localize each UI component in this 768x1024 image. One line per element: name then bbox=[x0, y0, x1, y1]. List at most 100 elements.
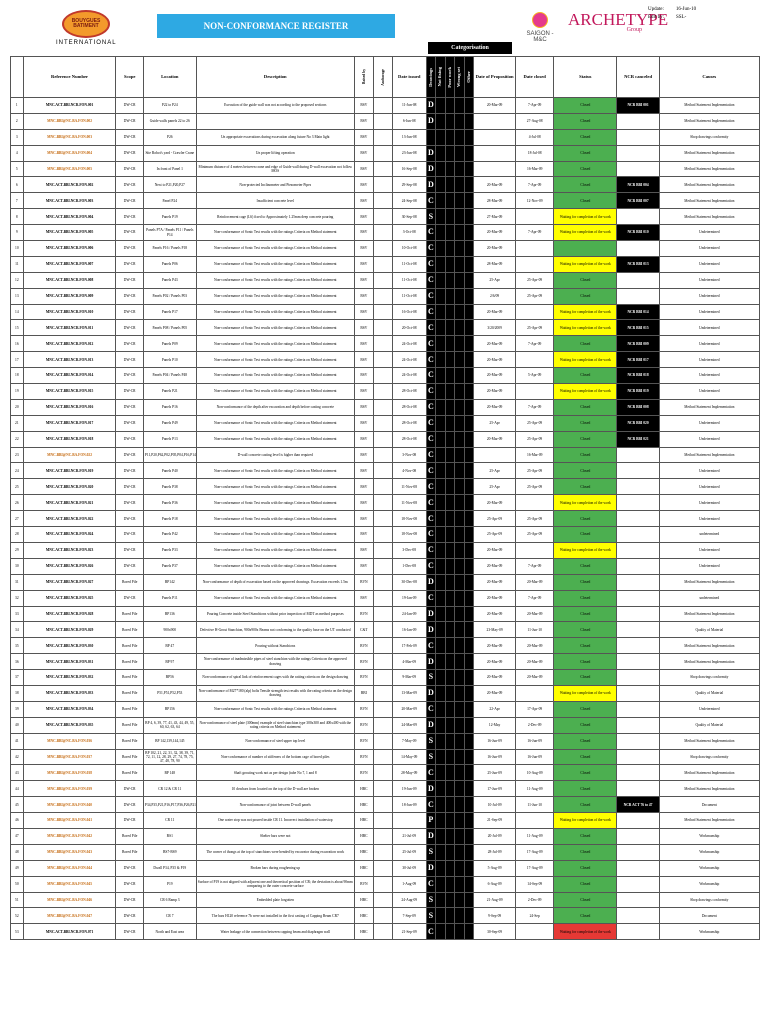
date-closed-cell bbox=[515, 303, 555, 321]
date-proposition-cell: 16-Jun-09 bbox=[473, 748, 517, 766]
row-number: 17 bbox=[10, 351, 24, 369]
table-row[interactable]: 11 MNC.ACT.BBI.NCR.FON.007 DW-CR Panels P06… bbox=[10, 255, 761, 273]
ncr-canceled-cell bbox=[616, 748, 660, 766]
date-closed-cell: 25-Apr-09 bbox=[515, 478, 555, 496]
table-row[interactable]: 27 MNC.ACT.BBI.NCR.FON.022 DW-CR Panels P18… bbox=[10, 510, 761, 528]
date-closed-cell: 25-Apr-09 bbox=[515, 271, 555, 289]
status-cell: Closed bbox=[553, 557, 618, 575]
table-row[interactable]: 52 MNC.BBI@NC.BA.FON.047 DW-CR CR 7 The bars… bbox=[10, 907, 761, 925]
table-row[interactable]: 9 MNC.ACT.BBI.NCR.FON.005 DW-CR Panels P7A … bbox=[10, 224, 761, 242]
date-closed-cell bbox=[515, 494, 555, 512]
raised-by-cell: BSV bbox=[353, 128, 374, 146]
table-row[interactable]: 50 MNC.BBI@NC.BA.FON.045 DW-CR P19 Surface o… bbox=[10, 875, 761, 893]
reference-number: MNC.ACT.BBI.NCR.FON.018 bbox=[22, 430, 117, 448]
table-row[interactable]: 28 MNC.ACT.BBI.NCR.FON.024 DW-CR Panels P42… bbox=[10, 526, 761, 543]
category-cell bbox=[454, 240, 465, 257]
table-row[interactable]: 38 MNC.ACT.BBI.NCR.FON.033 Bored Pile P51,P… bbox=[10, 684, 761, 702]
table-row[interactable]: 35 MNC.ACT.BBI.NCR.FON.030 Bored Pile BP 47… bbox=[10, 637, 761, 655]
date-proposition-cell: 16-Jun-09 bbox=[473, 732, 517, 750]
date-closed-cell: 16-Jun-09 bbox=[515, 732, 555, 750]
table-row[interactable]: 31 MNC.ACT.BBI.NCR.FON.027 Bored Pile BP142… bbox=[10, 573, 761, 591]
category-cell bbox=[435, 621, 446, 639]
table-row[interactable]: 26 MNC.ACT.BBI.NCR.FON.021 DW-CR Panels P36… bbox=[10, 494, 761, 512]
table-row[interactable]: 5 MNC.BBI@NC.BA.FON.005 DW-CR In front of P… bbox=[10, 160, 761, 178]
col-date-proposition: Date of Proposition bbox=[473, 56, 517, 98]
category-cell bbox=[463, 383, 475, 400]
table-row[interactable]: 24 MNC.ACT.BBI.NCR.FON.019 DW-CR Panels P40… bbox=[10, 462, 761, 480]
table-row[interactable]: 12 MNC.ACT.BBI.NCR.FON.008 DW-CR Panels P43… bbox=[10, 271, 761, 289]
table-row[interactable]: 18 MNC.ACT.BBI.NCR.FON.014 DW-CR Panels P04… bbox=[10, 367, 761, 385]
table-row[interactable]: 33 MNC.ACT.BBI.NCR.FON.028 Bored Pile BP136… bbox=[10, 605, 761, 623]
table-row[interactable]: 45 MNC.BBI@NC.BA.FON.040 DW-CR P34,P35,P21,… bbox=[10, 796, 761, 814]
table-row[interactable]: 48 MNC.BBI@NC.BA.FON.043 Bored Pile BS7-BS9… bbox=[10, 843, 761, 861]
table-row[interactable]: 32 MNC.ACT.BBI.NCR.FON.025 DW-CR Panels P11… bbox=[10, 589, 761, 607]
table-row[interactable]: 25 MNC.ACT.BBI.NCR.FON.020 DW-CR Panels P38… bbox=[10, 478, 761, 496]
raised-by-cell: BSV bbox=[353, 97, 374, 114]
table-row[interactable]: 23 MNC.BBI@NC.BA.FON.022 DW-CR P11,P20,P62,… bbox=[10, 446, 761, 464]
table-row[interactable]: 1 MNC.ACT.BBI.NCR.FON.001 DW-CR P22 to P24 E… bbox=[10, 97, 761, 114]
col-cat-poor-work: Poor work bbox=[444, 56, 456, 98]
category-cell bbox=[435, 923, 446, 941]
table-row[interactable]: 29 MNC.ACT.BBI.NCR.FON.023 DW-CR Panels P33… bbox=[10, 541, 761, 559]
location-cell: P11,P20,P62,P02,P05,P04,P16,P14,P12,P26,… bbox=[142, 446, 197, 464]
table-row[interactable]: 40 MNC.ACT.BBI.NCR.FON.035 Bored Pile BP 4,… bbox=[10, 716, 761, 734]
causes-cell: Undetermined bbox=[658, 240, 761, 257]
date-closed-cell bbox=[515, 684, 555, 702]
date-issued-cell: 14-May-09 bbox=[391, 748, 427, 766]
table-row[interactable]: 46 MNC.BBI@NC.BA.FON.041 DW-CR CR 11 One wat… bbox=[10, 812, 761, 829]
ncr-canceled-cell bbox=[616, 700, 660, 718]
location-cell: Panels P21 bbox=[142, 383, 197, 400]
table-row[interactable]: 19 MNC.ACT.BBI.NCR.FON.015 DW-CR Panels P21… bbox=[10, 383, 761, 400]
reference-number: MNC.BBI@NC.BA.FON.002 bbox=[22, 112, 117, 130]
reference-number: MNC.ACT.BBI.NCR.FON.008 bbox=[22, 271, 117, 289]
table-row[interactable]: 44 MNC.BBI@NC.BA.FON.039 DW-CR CR 12 & CR 1… bbox=[10, 780, 761, 798]
table-row[interactable]: 42 MNC.BBI@NC.BA.FON.037 Bored Pile BP 102,… bbox=[10, 748, 761, 766]
category-cell bbox=[435, 351, 446, 369]
table-row[interactable]: 53 MNC.ACT.BBI.NCR.FON.071 DW-CR North and … bbox=[10, 923, 761, 941]
saigon-mc-logo: SAIGON - M&C bbox=[520, 12, 560, 43]
category-cell bbox=[435, 510, 446, 528]
date-closed-cell: 20-Mar-09 bbox=[515, 637, 555, 655]
table-row[interactable]: 37 MNC.ACT.BBI.NCR.FON.032 Bored Pile BP56 N… bbox=[10, 669, 761, 686]
row-number: 49 bbox=[10, 859, 24, 877]
scope-cell: DW-CR bbox=[115, 923, 144, 941]
category-cell bbox=[444, 891, 456, 909]
table-row[interactable]: 41 MNC.BBI@NC.BA.FON.036 Bored Pile BP 142,… bbox=[10, 732, 761, 750]
table-row[interactable]: 7 MNC.ACT.BBI.NCR.FON.003 DW-CR Panel P24 In… bbox=[10, 192, 761, 210]
table-row[interactable]: 16 MNC.ACT.BBI.NCR.FON.012 DW-CR Panels P09… bbox=[10, 335, 761, 353]
table-row[interactable]: 36 MNC.ACT.BBI.NCR.FON.031 Bored Pile BP 97… bbox=[10, 653, 761, 671]
table-row[interactable]: 30 MNC.ACT.BBI.NCR.FON.026 DW-CR Panels P37… bbox=[10, 557, 761, 575]
location-cell: P19 bbox=[142, 875, 197, 893]
date-closed-cell: 25-Apr-09 bbox=[515, 510, 555, 528]
table-row[interactable]: 17 MNC.ACT.BBI.NCR.FON.013 DW-CR Panels P10… bbox=[10, 351, 761, 369]
table-row[interactable]: 3 MNC.BBI@NC.BA.FON.003 DW-CR P26 Un appropr… bbox=[10, 128, 761, 146]
table-row[interactable]: 43 MNC.BBI@NC.BA.FON.038 Bored Pile BP 148 S… bbox=[10, 764, 761, 782]
table-row[interactable]: 2 MNC.BBI@NC.BA.FON.002 DW-CR Guide walls p… bbox=[10, 112, 761, 130]
table-row[interactable]: 49 MNC.BBI@NC.BA.FON.044 DW-CR Dwall P34, P… bbox=[10, 859, 761, 877]
row-number: 14 bbox=[10, 303, 24, 321]
table-row[interactable]: 13 MNC.ACT.BBI.NCR.FON.009 DW-CR Panels P02… bbox=[10, 287, 761, 305]
table-row[interactable]: 6 MNC.ACT.BBI.NCR.FON.002 DW-CR Next to P21… bbox=[10, 176, 761, 194]
category-cell bbox=[444, 462, 456, 480]
table-row[interactable]: 22 MNC.ACT.BBI.NCR.FON.018 DW-CR Panels P13… bbox=[10, 430, 761, 448]
category-letter: C bbox=[425, 557, 437, 575]
table-row[interactable]: 8 MNC.ACT.BBI.NCR.FON.004 DW-CR Panels P19 R… bbox=[10, 208, 761, 226]
table-row[interactable]: 15 MNC.ACT.BBI.NCR.FON.011 DW-CR Panels P08… bbox=[10, 319, 761, 337]
scope-cell: DW-CR bbox=[115, 224, 144, 242]
archetype-text: ARCHETYPE bbox=[568, 10, 669, 29]
raised-by-cell: C&T bbox=[353, 621, 374, 639]
table-row[interactable]: 21 MNC.ACT.BBI.NCR.FON.017 DW-CR Panels P49… bbox=[10, 414, 761, 432]
date-closed-cell: 24-Sep bbox=[515, 907, 555, 925]
location-cell: Panels P43 bbox=[142, 271, 197, 289]
table-row[interactable]: 47 MNC.BBI@NC.BA.FON.042 Bored Pile BS1 Shel… bbox=[10, 827, 761, 845]
anchorage-cell bbox=[372, 716, 393, 734]
status-cell: Closed bbox=[553, 732, 618, 750]
table-row[interactable]: 34 MNC.ACT.BBI.NCR.FON.029 Bored Pile 900x9… bbox=[10, 621, 761, 639]
table-row[interactable]: 4 MNC.BBI@NC.BA.FON.004 DW-CR Site Robot's … bbox=[10, 144, 761, 162]
table-row[interactable]: 39 MNC.ACT.BBI.NCR.FON.034 Bored Pile BP156… bbox=[10, 700, 761, 718]
table-row[interactable]: 10 MNC.ACT.BBI.NCR.FON.006 DW-CR Panels P16… bbox=[10, 240, 761, 257]
table-row[interactable]: 20 MNC.ACT.BBI.NCR.FON.016 DW-CR Panels P16… bbox=[10, 398, 761, 416]
category-cell bbox=[435, 128, 446, 146]
table-row[interactable]: 14 MNC.ACT.BBI.NCR.FON.010 DW-CR Panels P17… bbox=[10, 303, 761, 321]
